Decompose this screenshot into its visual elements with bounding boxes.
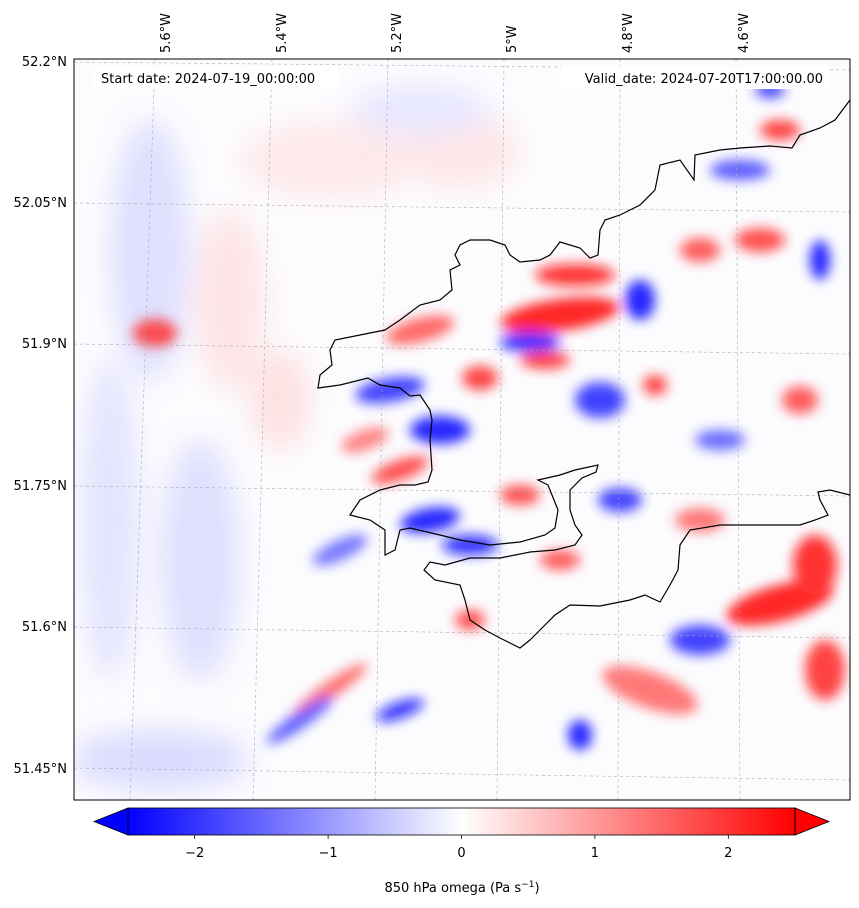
colorbar-body (128, 808, 795, 835)
field-patch (793, 535, 837, 595)
field-patch (442, 535, 498, 555)
field-patch (195, 210, 265, 390)
colorbar-label: 850 hPa omega (Pa s−1) (384, 880, 539, 896)
lon-labels: 5.6°W 5.4°W 5.2°W 5°W 4.8°W 4.6°W (159, 13, 752, 53)
field-patch (810, 240, 830, 280)
field-patch (240, 120, 420, 200)
colorbar-tick-label: 1 (591, 846, 599, 861)
map-frame (73, 58, 851, 801)
lat-label: 51.6°N (22, 620, 67, 635)
field-patch (376, 698, 424, 722)
field-patch (341, 427, 389, 453)
field-patch (602, 665, 698, 715)
colorbar-tick-label: 2 (724, 846, 732, 861)
field-patch (386, 315, 454, 345)
field-patch (400, 507, 460, 533)
field-patch (74, 730, 250, 790)
field-patch (625, 280, 655, 320)
field-patch (805, 640, 845, 700)
omega-field (74, 82, 845, 790)
lat-label: 52.2°N (22, 55, 67, 70)
field-patch (350, 85, 490, 135)
colorbar-tick-label: −1 (319, 846, 338, 861)
field-patch (735, 228, 785, 252)
colorbar-tick-label: 0 (457, 846, 465, 861)
lon-label: 4.8°W (621, 13, 636, 53)
field-patch (670, 625, 730, 655)
field-patch (133, 319, 177, 347)
field-patch (462, 366, 498, 390)
valid-date-bg (561, 66, 830, 89)
field-patch (266, 696, 334, 744)
start-date-bg (94, 66, 338, 89)
lat-labels: 52.2°N 52.05°N 51.9°N 51.75°N 51.6°N 51.… (14, 55, 67, 777)
field-patch (643, 375, 667, 395)
field-patch (80, 360, 140, 680)
lon-label: 5.2°W (390, 13, 405, 53)
field-patch (598, 488, 642, 512)
field-patch (292, 663, 368, 717)
colorbar: −2 −1 0 1 2 850 hPa omega (Pa s−1) (92, 807, 831, 896)
field-patch (680, 238, 720, 262)
field-patch (540, 550, 580, 570)
field-patch (500, 297, 620, 333)
colorbar-tick-label: −2 (185, 846, 204, 861)
colorbar-ticks: −2 −1 0 1 2 (185, 835, 732, 861)
lat-label: 52.05°N (14, 196, 67, 211)
lat-label: 51.75°N (14, 479, 67, 494)
start-date-box: Start date: 2024-07-19_00:00:00 (94, 66, 338, 89)
lat-label: 51.9°N (22, 337, 67, 352)
lon-label: 5.4°W (275, 13, 290, 53)
field-patch (250, 350, 310, 450)
field-patch (782, 386, 818, 414)
field-patch (710, 160, 770, 180)
field-patch (160, 440, 240, 680)
field-patch (110, 120, 190, 380)
field-patch (535, 264, 615, 286)
field-patch (500, 485, 540, 505)
field-patch (355, 376, 425, 404)
field-patch (520, 351, 570, 369)
field-patch (568, 720, 592, 750)
field-patch (500, 332, 560, 352)
field-patch (695, 430, 745, 450)
lon-label: 4.6°W (737, 13, 752, 53)
valid-date-text: Valid_date: 2024-07-20T17:00:00.00 (585, 72, 823, 87)
lon-label: 5.6°W (159, 13, 174, 53)
map-panel[interactable] (70, 58, 851, 801)
lat-label: 51.45°N (14, 762, 67, 777)
colorbar-extend-high (794, 807, 831, 836)
field-patch (575, 382, 625, 418)
field-patch (371, 456, 429, 484)
coastline (317, 99, 850, 649)
field-patch (760, 120, 800, 140)
field-patch (410, 416, 470, 444)
colorbar-extend-low (92, 807, 129, 836)
lon-label: 5°W (505, 25, 520, 53)
start-date-text: Start date: 2024-07-19_00:00:00 (101, 72, 315, 87)
field-patch (312, 534, 368, 566)
valid-date-box: Valid_date: 2024-07-20T17:00:00.00 (561, 66, 830, 89)
